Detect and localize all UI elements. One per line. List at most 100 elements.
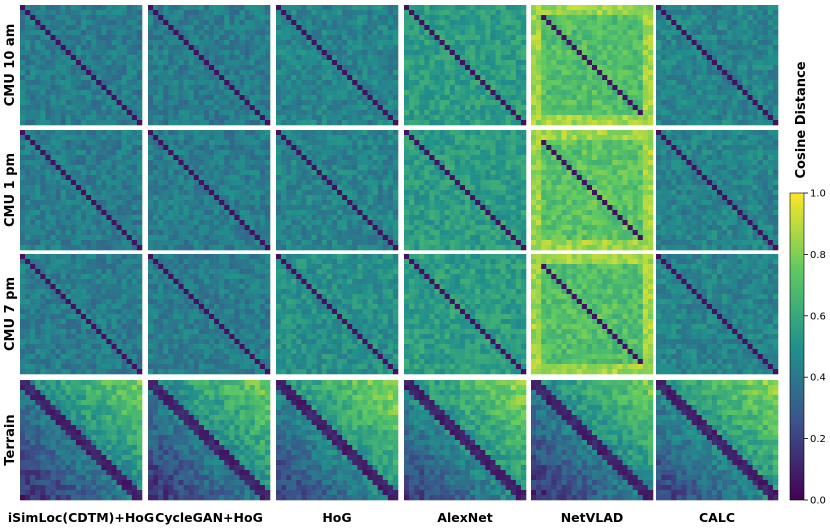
heatmap-cell bbox=[61, 35, 66, 40]
heatmap-cell bbox=[546, 50, 551, 55]
heatmap-cell bbox=[209, 155, 214, 160]
heatmap-cell bbox=[712, 85, 717, 90]
heatmap-cell bbox=[250, 5, 255, 10]
heatmap-cell bbox=[470, 115, 475, 120]
heatmap-cell bbox=[587, 5, 592, 10]
heatmap-cell bbox=[732, 70, 737, 75]
heatmap-cell bbox=[30, 130, 35, 135]
heatmap-cell bbox=[101, 175, 106, 180]
heatmap-cell bbox=[179, 70, 184, 75]
heatmap-cell bbox=[260, 195, 265, 200]
heatmap-cell bbox=[276, 110, 281, 115]
heatmap-cell bbox=[81, 15, 86, 20]
heatmap-cell bbox=[393, 75, 398, 80]
heatmap-cell bbox=[260, 95, 265, 100]
heatmap-cell bbox=[76, 230, 81, 235]
heatmap-cell bbox=[291, 85, 296, 90]
heatmap-cell bbox=[592, 110, 597, 115]
heatmap-cell bbox=[732, 15, 737, 20]
heatmap-cell bbox=[148, 85, 153, 90]
heatmap-cell bbox=[342, 190, 347, 195]
heatmap-cell bbox=[687, 5, 692, 10]
heatmap-cell bbox=[666, 65, 671, 70]
heatmap-cell bbox=[117, 95, 122, 100]
heatmap-cell bbox=[281, 130, 286, 135]
heatmap-cell bbox=[106, 145, 111, 150]
heatmap-cell bbox=[352, 20, 357, 25]
heatmap-cell bbox=[40, 180, 45, 185]
heatmap-cell bbox=[86, 205, 91, 210]
heatmap-cell bbox=[393, 45, 398, 50]
heatmap-cell bbox=[717, 45, 722, 50]
heatmap-cell bbox=[173, 170, 178, 175]
heatmap-cell bbox=[265, 20, 270, 25]
heatmap-cell bbox=[184, 220, 189, 225]
heatmap-cell bbox=[676, 35, 681, 40]
heatmap-cell bbox=[475, 95, 480, 100]
heatmap-cell bbox=[163, 195, 168, 200]
heatmap-cell bbox=[112, 200, 117, 205]
heatmap-cell bbox=[286, 160, 291, 165]
heatmap-cell bbox=[551, 50, 556, 55]
heatmap-cell bbox=[179, 245, 184, 250]
heatmap-cell bbox=[470, 30, 475, 35]
heatmap-cell bbox=[327, 75, 332, 80]
heatmap-cell bbox=[276, 80, 281, 85]
heatmap-panel bbox=[276, 130, 398, 250]
heatmap-cell bbox=[86, 135, 91, 140]
heatmap-cell bbox=[91, 205, 96, 210]
heatmap-cell bbox=[296, 185, 301, 190]
heatmap-cell bbox=[276, 120, 281, 125]
heatmap-cell bbox=[127, 45, 132, 50]
heatmap-cell bbox=[76, 90, 81, 95]
heatmap-cell bbox=[163, 130, 168, 135]
heatmap-cell bbox=[753, 55, 758, 60]
heatmap-cell bbox=[737, 115, 742, 120]
heatmap-cell bbox=[347, 135, 352, 140]
heatmap-cell bbox=[460, 85, 465, 90]
heatmap-cell bbox=[229, 15, 234, 20]
heatmap-cell bbox=[96, 70, 101, 75]
heatmap-cell bbox=[106, 50, 111, 55]
heatmap-cell bbox=[101, 205, 106, 210]
heatmap-cell bbox=[122, 10, 127, 15]
heatmap-cell bbox=[265, 50, 270, 55]
heatmap-cell bbox=[460, 110, 465, 115]
heatmap-cell bbox=[209, 100, 214, 105]
heatmap-cell bbox=[342, 135, 347, 140]
heatmap-cell bbox=[56, 20, 61, 25]
heatmap-cell bbox=[148, 115, 153, 120]
heatmap-cell bbox=[440, 75, 445, 80]
heatmap-cell bbox=[122, 55, 127, 60]
heatmap-cell bbox=[30, 105, 35, 110]
heatmap-cell bbox=[260, 130, 265, 135]
heatmap-cell bbox=[56, 85, 61, 90]
heatmap-cell bbox=[296, 60, 301, 65]
heatmap-cell bbox=[66, 220, 71, 225]
heatmap-cell bbox=[702, 10, 707, 15]
heatmap-cell bbox=[255, 245, 260, 250]
heatmap-cell bbox=[450, 55, 455, 60]
heatmap-cell bbox=[153, 75, 158, 80]
heatmap-cell bbox=[240, 120, 245, 125]
heatmap-cell bbox=[245, 55, 250, 60]
heatmap-cell bbox=[204, 100, 209, 105]
heatmap-cell bbox=[209, 150, 214, 155]
heatmap-cell bbox=[748, 15, 753, 20]
heatmap-cell bbox=[465, 75, 470, 80]
heatmap-cell bbox=[465, 30, 470, 35]
heatmap-cell bbox=[556, 30, 561, 35]
heatmap-cell bbox=[748, 75, 753, 80]
heatmap-cell bbox=[20, 170, 25, 175]
heatmap-cell bbox=[383, 110, 388, 115]
heatmap-cell bbox=[117, 150, 122, 155]
heatmap-cell bbox=[582, 15, 587, 20]
heatmap-cell bbox=[45, 185, 50, 190]
heatmap-cell bbox=[96, 230, 101, 235]
heatmap-cell bbox=[623, 30, 628, 35]
heatmap-cell bbox=[717, 50, 722, 55]
heatmap-cell bbox=[737, 40, 742, 45]
heatmap-cell bbox=[712, 70, 717, 75]
heatmap-cell bbox=[607, 50, 612, 55]
heatmap-cell bbox=[122, 220, 127, 225]
